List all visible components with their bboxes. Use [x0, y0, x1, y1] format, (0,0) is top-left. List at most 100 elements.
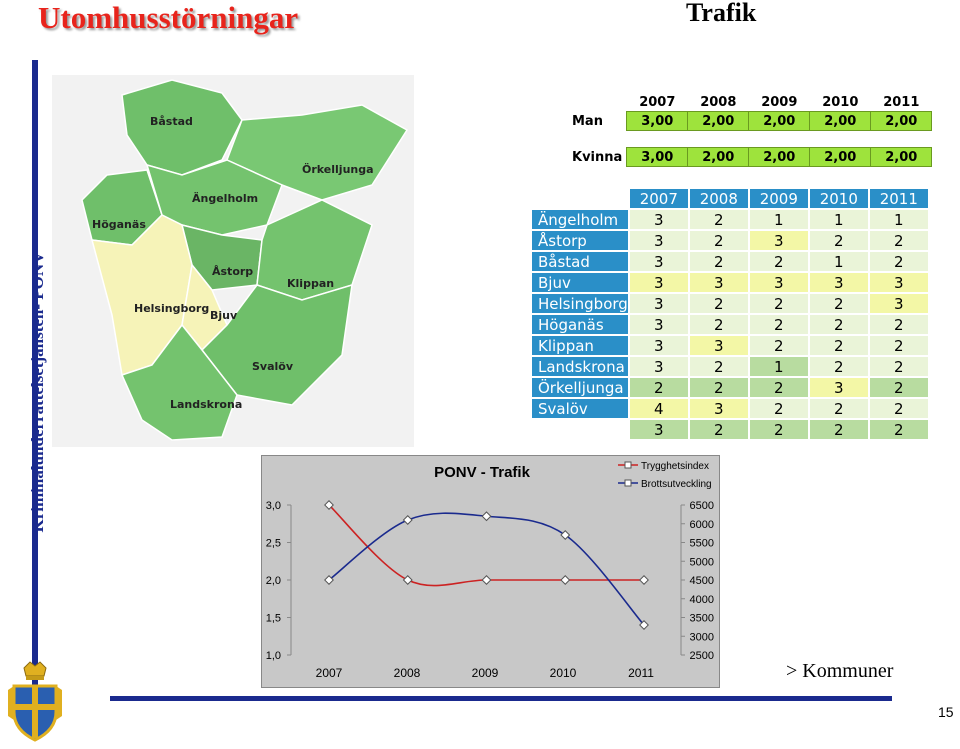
cell: 2 [629, 378, 688, 397]
cell: 3 [869, 273, 928, 292]
cell: 2 [749, 420, 808, 439]
x-tick-label: 2008 [394, 666, 421, 680]
table-row: Helsingborg 3 2 2 2 3 [532, 294, 928, 313]
year-header: 2009 [748, 93, 810, 112]
right-tick-label: 2500 [690, 650, 714, 662]
cell: 2 [869, 378, 928, 397]
left-tick-label: 1,5 [266, 613, 281, 625]
year-header: 2007 [629, 189, 688, 208]
municipality-name: Höganäs [532, 315, 628, 334]
municipality-name: Landskrona [532, 357, 628, 376]
cell: 3 [749, 273, 808, 292]
cell: 3 [629, 231, 688, 250]
cell: 1 [809, 210, 868, 229]
data-point [324, 500, 334, 510]
cell: 2,00 [870, 111, 933, 131]
cell: 3 [749, 231, 808, 250]
left-accent-bar [32, 60, 38, 700]
x-tick-label: 2011 [628, 666, 654, 680]
x-tick-label: 2007 [316, 666, 343, 680]
legend-label: Trygghetsindex [641, 461, 709, 472]
data-point [560, 530, 571, 540]
cell: 2 [749, 378, 808, 397]
table-row: Höganäs 3 2 2 2 2 [532, 315, 928, 334]
municipality-name: Svalöv [532, 399, 628, 418]
municipality-name: Örkelljunga [532, 378, 628, 397]
page-number: 15 [938, 704, 954, 720]
table-row: Man 3,00 2,00 2,00 2,00 2,00 [568, 111, 933, 131]
cell: 4 [629, 399, 688, 418]
map-label: Höganäs [92, 218, 146, 231]
cell: 2 [869, 399, 928, 418]
series-line-1 [328, 512, 645, 626]
cell: 2 [689, 210, 748, 229]
table-row: Svalöv 4 3 2 2 2 [532, 399, 928, 418]
cell: 2 [689, 315, 748, 334]
cell: 2 [809, 420, 868, 439]
right-tick-label: 5500 [690, 538, 714, 550]
cell: 2,00 [870, 147, 933, 167]
map-label: Åstorp [212, 265, 253, 278]
cell: 3 [689, 336, 748, 355]
cell: 2 [689, 294, 748, 313]
kommuner-link[interactable]: > Kommuner [786, 660, 894, 682]
data-point [324, 575, 334, 585]
table-row: Kvinna 3,00 2,00 2,00 2,00 2,00 [568, 147, 933, 167]
cell: 2 [689, 378, 748, 397]
cell: 3 [689, 273, 748, 292]
cell: 2 [749, 336, 808, 355]
police-crest-icon [8, 661, 62, 742]
cell: 2 [749, 294, 808, 313]
cell: 2,00 [687, 147, 750, 167]
cell: 2 [809, 399, 868, 418]
municipality-name: Ängelholm [532, 210, 628, 229]
table-row: Örkelljunga 2 2 2 3 2 [532, 378, 928, 397]
x-tick-label: 2009 [472, 666, 499, 680]
cell: 2 [749, 252, 808, 271]
cell: 3 [629, 252, 688, 271]
right-tick-label: 3500 [690, 613, 714, 625]
year-header: 2010 [809, 93, 871, 112]
year-header: 2008 [687, 93, 749, 112]
cell: 2 [689, 357, 748, 376]
data-point [402, 575, 413, 585]
bottom-accent-bar [110, 696, 892, 701]
page-title: Utomhusstörningar [38, 0, 299, 35]
cell: 1 [869, 210, 928, 229]
left-tick-label: 2,0 [266, 575, 281, 587]
region-landskrona [120, 323, 238, 441]
right-tick-label: 6500 [690, 500, 714, 512]
table-row: Båstad 3 2 2 1 2 [532, 252, 928, 271]
right-tick-label: 4500 [690, 575, 714, 587]
map-label: Båstad [150, 115, 193, 128]
cell: 2 [749, 315, 808, 334]
x-tick-label: 2010 [550, 666, 577, 680]
year-header: 2011 [870, 93, 932, 112]
table-row: Klippan 3 3 2 2 2 [532, 336, 928, 355]
legend-marker [624, 461, 632, 469]
cell: 3 [629, 315, 688, 334]
left-tick-label: 2,5 [266, 538, 281, 550]
municipality-name: Klippan [532, 336, 628, 355]
cell: 2 [869, 357, 928, 376]
municipality-table: 2007 2008 2009 2010 2011 Ängelholm 3 2 1 1 1 Å… [530, 187, 930, 441]
map-label: Örkelljunga [302, 162, 374, 176]
cell: 2 [689, 420, 748, 439]
data-point [639, 620, 649, 630]
chart-panel [261, 455, 720, 688]
cell: 3 [809, 378, 868, 397]
right-tick-label: 4000 [690, 594, 714, 606]
municipality-name [532, 420, 628, 439]
map-label: Klippan [287, 277, 334, 290]
cell: 1 [749, 210, 808, 229]
map-label: Helsingborg [134, 302, 209, 315]
cell: 2 [689, 231, 748, 250]
cell: 2 [809, 357, 868, 376]
cell: 3 [629, 294, 688, 313]
cell: 2 [869, 231, 928, 250]
data-point [481, 575, 492, 585]
municipality-name: Helsingborg [532, 294, 628, 313]
cell: 2 [869, 315, 928, 334]
right-tick-label: 6000 [690, 519, 714, 531]
